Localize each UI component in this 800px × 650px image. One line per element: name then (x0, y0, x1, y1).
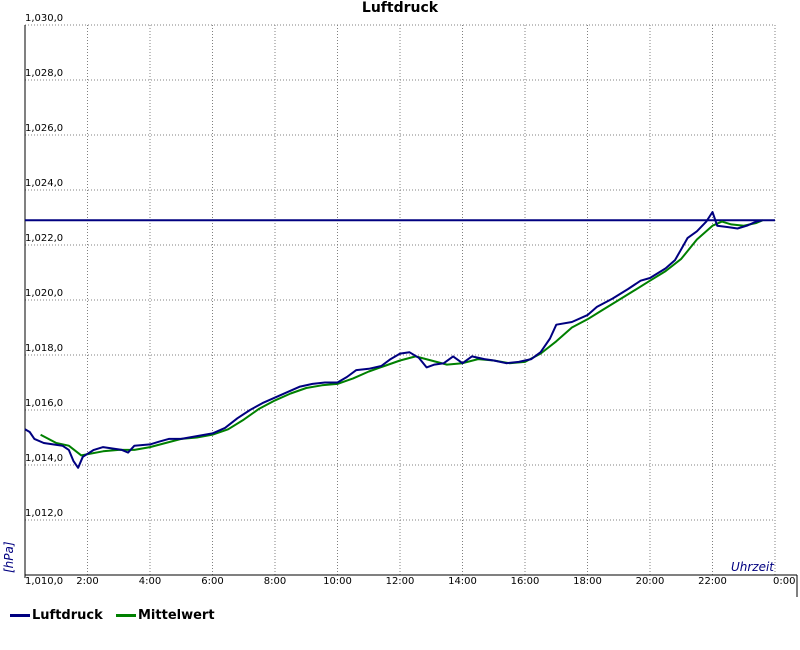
x-tick-label: 6:00 (201, 576, 223, 587)
legend-item-mittelwert: Mittelwert (116, 608, 215, 623)
x-axis-title: Uhrzeit (731, 560, 775, 574)
x-tick-label: 16:00 (511, 576, 540, 587)
x-tick-label: 22:00 (698, 576, 727, 587)
legend-label-mittelwert: Mittelwert (138, 608, 215, 623)
y-tick-label: 1,026,0 (25, 123, 63, 134)
x-tick-label: 4:00 (139, 576, 161, 587)
label-layer: 1,010,0 1,012,0 1,014,0 1,016,0 1,018,0 1,020… (2, 13, 795, 587)
chart-title: Luftdruck (361, 0, 439, 16)
x-tick-label: 8:00 (264, 576, 286, 587)
x-tick-label: 10:00 (323, 576, 352, 587)
y-tick-label: 1,010,0 (25, 576, 63, 587)
legend-label-luftdruck: Luftdruck (32, 608, 103, 623)
series-layer (24, 211, 775, 469)
x-tick-label: 12:00 (386, 576, 415, 587)
grid-layer (25, 24, 776, 575)
legend-swatch-luftdruck (10, 614, 30, 617)
y-tick-label: 1,022,0 (25, 233, 63, 244)
y-tick-label: 1,018,0 (25, 343, 63, 354)
x-tick-label: 2:00 (76, 576, 98, 587)
y-tick-label: 1,014,0 (25, 453, 63, 464)
series-line-luftdruck (24, 211, 763, 469)
axis-layer (24, 25, 798, 597)
legend-item-luftdruck: Luftdruck (10, 608, 103, 623)
y-tick-label: 1,024,0 (25, 178, 63, 189)
x-tick-label: 0:00 (773, 576, 795, 587)
x-tick-label: 18:00 (573, 576, 602, 587)
y-tick-label: 1,012,0 (25, 508, 63, 519)
x-tick-label: 14:00 (448, 576, 477, 587)
series-line-mittelwert (40, 219, 763, 457)
legend-swatch-mittelwert (116, 614, 136, 617)
x-tick-label: 20:00 (636, 576, 665, 587)
y-axis-title: [hPa] (2, 541, 16, 573)
y-tick-label: 1,020,0 (25, 288, 63, 299)
y-tick-label: 1,030,0 (25, 13, 63, 24)
y-tick-label: 1,028,0 (25, 68, 63, 79)
y-tick-label: 1,016,0 (25, 398, 63, 409)
